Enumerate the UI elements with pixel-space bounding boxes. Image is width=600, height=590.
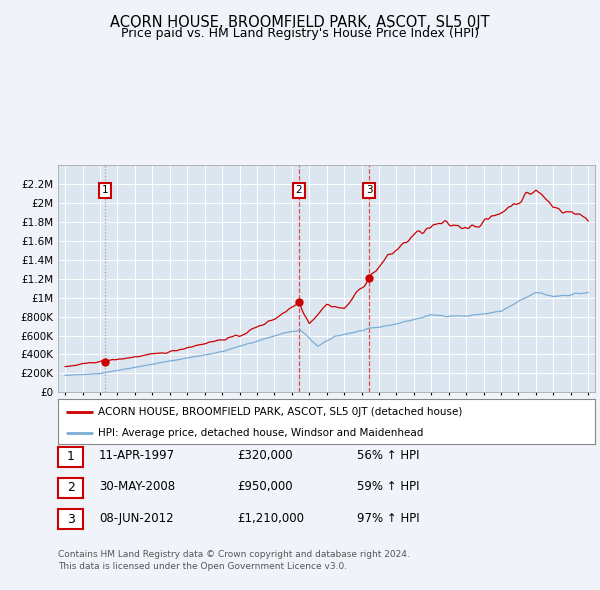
Text: 1: 1 (101, 185, 108, 195)
Text: 1: 1 (67, 450, 75, 463)
Text: 3: 3 (366, 185, 373, 195)
Text: 11-APR-1997: 11-APR-1997 (99, 449, 175, 462)
Text: £1,210,000: £1,210,000 (237, 512, 304, 525)
Text: 30-MAY-2008: 30-MAY-2008 (99, 480, 175, 493)
Text: 59% ↑ HPI: 59% ↑ HPI (357, 480, 419, 493)
Text: ACORN HOUSE, BROOMFIELD PARK, ASCOT, SL5 0JT (detached house): ACORN HOUSE, BROOMFIELD PARK, ASCOT, SL5… (98, 407, 463, 417)
Text: Contains HM Land Registry data © Crown copyright and database right 2024.: Contains HM Land Registry data © Crown c… (58, 550, 410, 559)
Text: HPI: Average price, detached house, Windsor and Maidenhead: HPI: Average price, detached house, Wind… (98, 428, 424, 438)
Text: 56% ↑ HPI: 56% ↑ HPI (357, 449, 419, 462)
Text: ACORN HOUSE, BROOMFIELD PARK, ASCOT, SL5 0JT: ACORN HOUSE, BROOMFIELD PARK, ASCOT, SL5… (110, 15, 490, 30)
Text: £950,000: £950,000 (237, 480, 293, 493)
Text: 08-JUN-2012: 08-JUN-2012 (99, 512, 173, 525)
Text: Price paid vs. HM Land Registry's House Price Index (HPI): Price paid vs. HM Land Registry's House … (121, 27, 479, 40)
Text: This data is licensed under the Open Government Licence v3.0.: This data is licensed under the Open Gov… (58, 562, 347, 571)
Text: 97% ↑ HPI: 97% ↑ HPI (357, 512, 419, 525)
Text: £320,000: £320,000 (237, 449, 293, 462)
Text: 2: 2 (296, 185, 302, 195)
Text: 2: 2 (67, 481, 75, 494)
Text: 3: 3 (67, 513, 75, 526)
